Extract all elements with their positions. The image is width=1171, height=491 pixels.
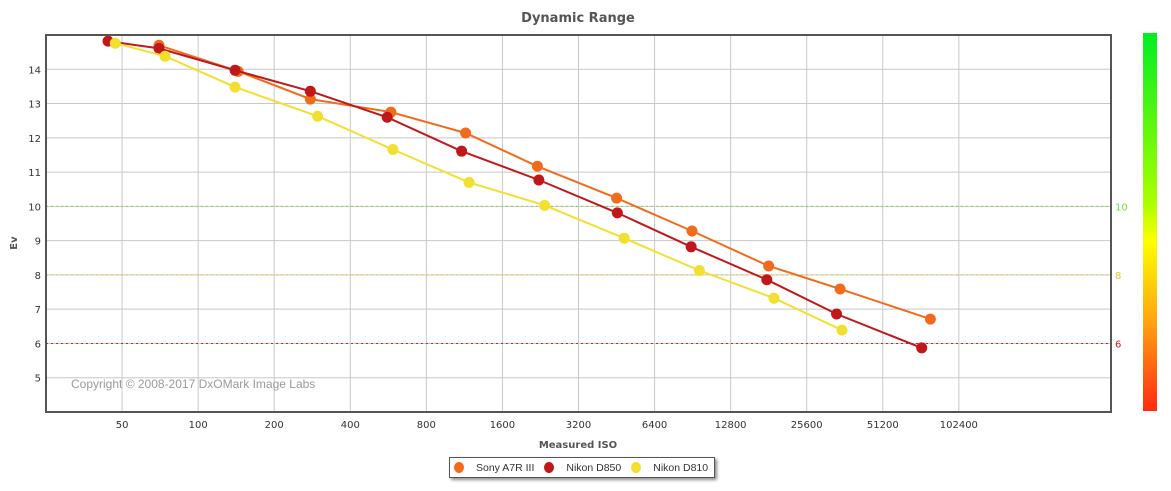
- data-point: [539, 199, 551, 211]
- data-point: [611, 192, 623, 204]
- data-point: [456, 145, 468, 157]
- data-point: [387, 143, 399, 155]
- data-point: [159, 50, 171, 62]
- data-point: [686, 225, 698, 237]
- y-tick-label: 11: [28, 168, 41, 179]
- color-scale-bar: [1143, 33, 1157, 411]
- series-nikon-d810: [109, 37, 848, 336]
- legend-label: Sony A7R III: [476, 461, 535, 474]
- x-axis-label: Measured ISO: [539, 440, 617, 451]
- legend: Sony A7R III Nikon D850 Nikon D810: [449, 457, 716, 478]
- data-point: [229, 81, 241, 93]
- legend-dot-icon: [544, 462, 555, 473]
- data-point: [381, 111, 393, 123]
- x-tick-label: 1600: [490, 420, 515, 431]
- data-point: [685, 241, 697, 253]
- data-point: [768, 292, 780, 304]
- series-line: [115, 42, 843, 332]
- data-point: [531, 160, 543, 172]
- y-axis-ticks: 5 6 7 8 9 10 11 12 13 14: [28, 65, 41, 384]
- data-point: [460, 127, 472, 139]
- y-tick-label: 7: [35, 305, 41, 316]
- data-point: [831, 308, 843, 320]
- y-axis-label: Ev: [9, 236, 20, 250]
- data-point: [304, 93, 316, 105]
- grid-lines: [46, 35, 1111, 412]
- x-tick-label: 25600: [791, 420, 823, 431]
- legend-dot-icon: [454, 462, 464, 473]
- data-point: [761, 274, 773, 286]
- x-tick-label: 100: [189, 420, 208, 431]
- x-tick-label: 200: [265, 420, 284, 431]
- data-point: [836, 324, 848, 336]
- y-tick-label: 10: [28, 202, 41, 213]
- data-point: [229, 64, 241, 76]
- legend-item-sony-a7r-iii[interactable]: Sony A7R III: [454, 462, 534, 474]
- x-tick-label: 50: [116, 420, 129, 431]
- data-point: [109, 37, 121, 49]
- y-tick-label: 12: [28, 134, 41, 145]
- x-tick-label: 6400: [642, 420, 667, 431]
- x-tick-label: 51200: [867, 420, 899, 431]
- y-tick-label: 13: [28, 100, 41, 111]
- legend-label: Nikon D810: [653, 461, 709, 474]
- data-point: [611, 207, 623, 219]
- x-tick-label: 3200: [566, 420, 591, 431]
- y-tick-label: 5: [35, 374, 41, 385]
- chart-title: Dynamic Range: [521, 11, 635, 26]
- legend-label: Nikon D850: [566, 461, 622, 474]
- data-point: [463, 176, 475, 188]
- legend-item-nikon-d810[interactable]: Nikon D810: [631, 462, 708, 474]
- x-tick-label: 102400: [940, 420, 978, 431]
- reference-line-label: 8: [1115, 271, 1121, 282]
- legend-item-nikon-d850[interactable]: Nikon D850: [544, 462, 621, 474]
- y-tick-label: 6: [35, 339, 41, 350]
- y-tick-label: 9: [35, 237, 41, 248]
- x-axis-ticks: 50 100 200 400 800 1600 3200 6400 12800 25600 5120…: [116, 420, 978, 431]
- data-point: [916, 342, 928, 354]
- data-point: [763, 260, 775, 272]
- data-point: [618, 232, 630, 244]
- y-tick-label: 14: [28, 65, 41, 76]
- y-tick-label: 8: [35, 271, 41, 282]
- series-nikon-d850: [102, 35, 928, 354]
- data-point: [924, 313, 936, 325]
- data-point: [834, 283, 846, 295]
- reference-lines: 10 8 6: [46, 202, 1128, 350]
- reference-line-label: 6: [1115, 339, 1121, 350]
- data-point: [153, 42, 165, 54]
- series-line: [107, 40, 923, 349]
- x-tick-label: 400: [341, 420, 360, 431]
- plot-frame: [45, 34, 1112, 413]
- data-point: [312, 110, 324, 122]
- x-tick-label: 12800: [715, 420, 747, 431]
- copyright-annotation: Copyright © 2008-2017 DxOMark Image Labs: [71, 377, 315, 391]
- legend-dot-icon: [631, 462, 642, 473]
- x-tick-label: 800: [417, 420, 436, 431]
- data-point: [693, 264, 705, 276]
- data-point: [304, 85, 316, 97]
- series-group: [102, 35, 936, 354]
- reference-line-label: 10: [1115, 202, 1128, 213]
- data-point: [533, 174, 545, 186]
